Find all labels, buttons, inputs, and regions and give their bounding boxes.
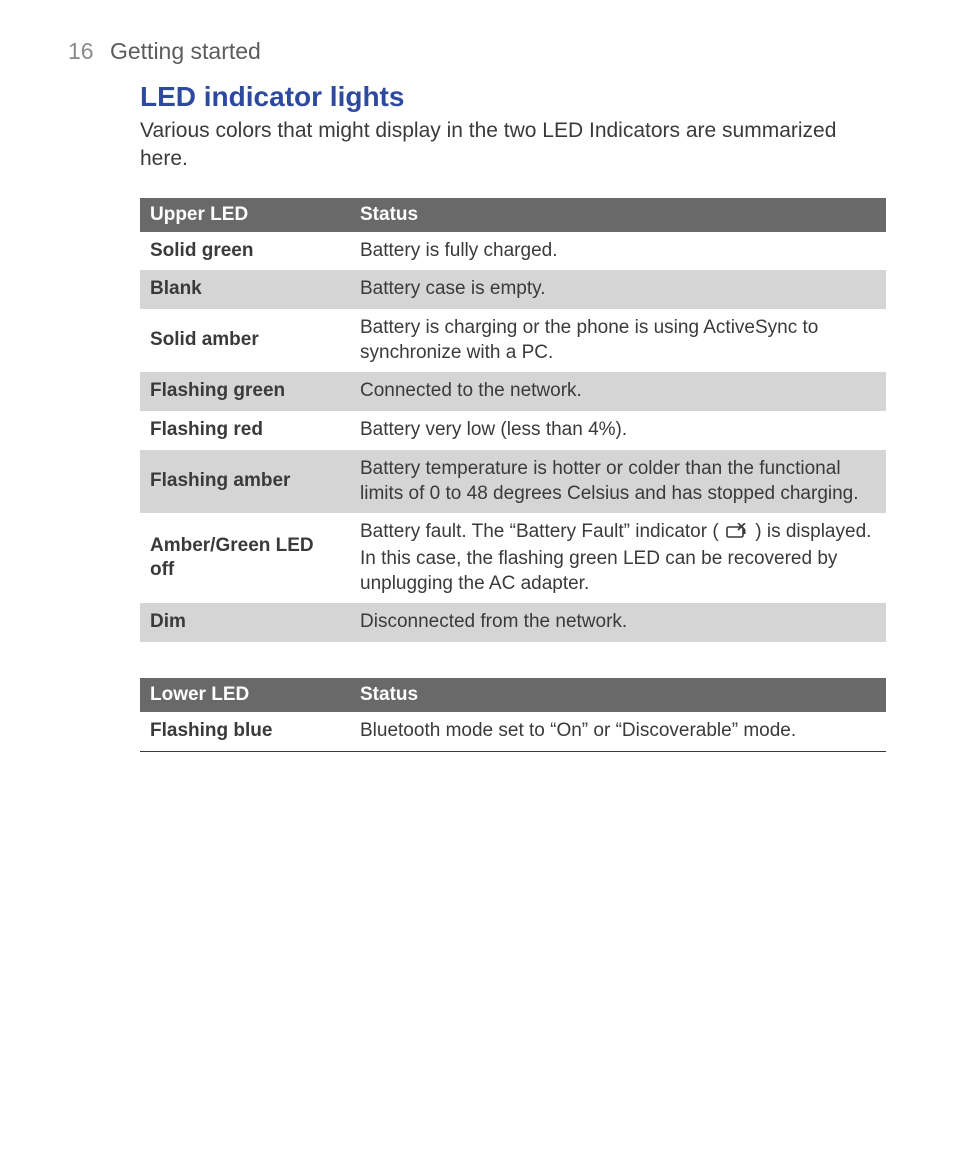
led-status: Battery very low (less than 4%).: [350, 411, 886, 450]
led-label: Blank: [140, 270, 350, 309]
table-row: Flashing amberBattery temperature is hot…: [140, 450, 886, 513]
status-text: Battery fault. The “Battery Fault” indic…: [360, 521, 724, 542]
page-content: LED indicator lights Various colors that…: [68, 81, 886, 752]
table-header-row: Lower LED Status: [140, 678, 886, 712]
page-header: 16 Getting started: [68, 38, 886, 65]
led-label: Flashing red: [140, 411, 350, 450]
upper-led-table: Upper LED Status Solid greenBattery is f…: [140, 198, 886, 642]
table-row: Amber/Green LED off Battery fault. The “B…: [140, 513, 886, 603]
lower-led-table: Lower LED Status Flashing blueBluetooth …: [140, 678, 886, 752]
header-status: Status: [350, 198, 886, 232]
table-row: Flashing blueBluetooth mode set to “On” …: [140, 712, 886, 751]
led-status: Battery is fully charged.: [350, 232, 886, 271]
table-row: Flashing redBattery very low (less than …: [140, 411, 886, 450]
table-row: DimDisconnected from the network.: [140, 603, 886, 642]
led-status: Battery case is empty.: [350, 270, 886, 309]
page-number: 16: [68, 38, 94, 64]
header-lower-led: Lower LED: [140, 678, 350, 712]
table-row: Flashing greenConnected to the network.: [140, 372, 886, 411]
led-label: Dim: [140, 603, 350, 642]
table-row: Solid greenBattery is fully charged.: [140, 232, 886, 271]
led-label: Amber/Green LED off: [140, 513, 350, 603]
page-title: LED indicator lights: [140, 81, 886, 113]
led-status: Connected to the network.: [350, 372, 886, 411]
led-label: Flashing amber: [140, 450, 350, 513]
table-row: Solid amberBattery is charging or the ph…: [140, 309, 886, 372]
section-title: Getting started: [110, 38, 261, 64]
led-label: Solid green: [140, 232, 350, 271]
battery-fault-icon: [726, 522, 748, 547]
led-status: Bluetooth mode set to “On” or “Discovera…: [350, 712, 886, 751]
led-status: Battery fault. The “Battery Fault” indic…: [350, 513, 886, 603]
table-header-row: Upper LED Status: [140, 198, 886, 232]
led-label: Flashing blue: [140, 712, 350, 751]
header-status: Status: [350, 678, 886, 712]
led-label: Flashing green: [140, 372, 350, 411]
led-status: Battery temperature is hotter or colder …: [350, 450, 886, 513]
table-row: BlankBattery case is empty.: [140, 270, 886, 309]
intro-paragraph: Various colors that might display in the…: [140, 117, 886, 174]
led-status: Disconnected from the network.: [350, 603, 886, 642]
led-status: Battery is charging or the phone is usin…: [350, 309, 886, 372]
led-label: Solid amber: [140, 309, 350, 372]
header-upper-led: Upper LED: [140, 198, 350, 232]
